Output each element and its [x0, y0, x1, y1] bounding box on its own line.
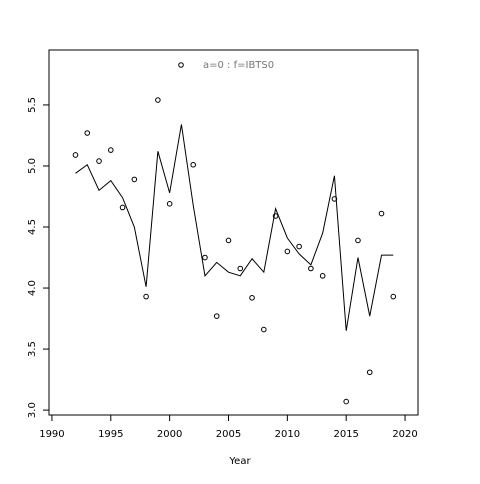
x-axis-label: Year [228, 456, 251, 467]
x-tick-label: 1990 [39, 429, 64, 440]
point [331, 196, 338, 202]
x-tick-label: 2000 [157, 429, 182, 440]
x-tick-label: 1995 [98, 429, 123, 440]
y-tick-label: 5.5 [27, 97, 38, 113]
point [131, 176, 138, 183]
y-tick-label: 5.0 [27, 158, 38, 174]
point [261, 326, 267, 333]
point [284, 248, 291, 255]
y-tick-label: 4.0 [27, 280, 38, 296]
point [366, 369, 373, 376]
point [225, 237, 232, 244]
point [378, 210, 385, 217]
legend-marker [178, 62, 184, 68]
y-tick-label: 3.0 [27, 402, 38, 418]
point [272, 213, 279, 219]
y-tick-label: 4.5 [27, 219, 38, 235]
line [75, 124, 394, 331]
point [190, 161, 196, 168]
point [319, 273, 326, 279]
plot-frame [48, 49, 419, 416]
point [213, 313, 220, 319]
point [72, 152, 79, 158]
x-tick-label: 2020 [392, 429, 417, 440]
point [96, 158, 102, 164]
point [155, 97, 161, 103]
point [84, 130, 91, 136]
x-tick-label: 2015 [333, 429, 358, 440]
point [308, 265, 314, 272]
legend-label: a=0 : f=IBTS0 [203, 60, 274, 71]
point [119, 204, 126, 211]
point [107, 147, 114, 153]
x-tick-label: 2010 [275, 429, 300, 440]
point [202, 254, 208, 261]
point [296, 243, 302, 250]
point [166, 201, 173, 207]
point [343, 398, 350, 405]
point [249, 295, 255, 301]
x-tick-label: 2005 [216, 429, 241, 440]
point [355, 237, 361, 244]
y-tick-label: 3.5 [27, 341, 38, 357]
point [143, 293, 149, 300]
point [237, 265, 244, 272]
point [390, 293, 397, 300]
